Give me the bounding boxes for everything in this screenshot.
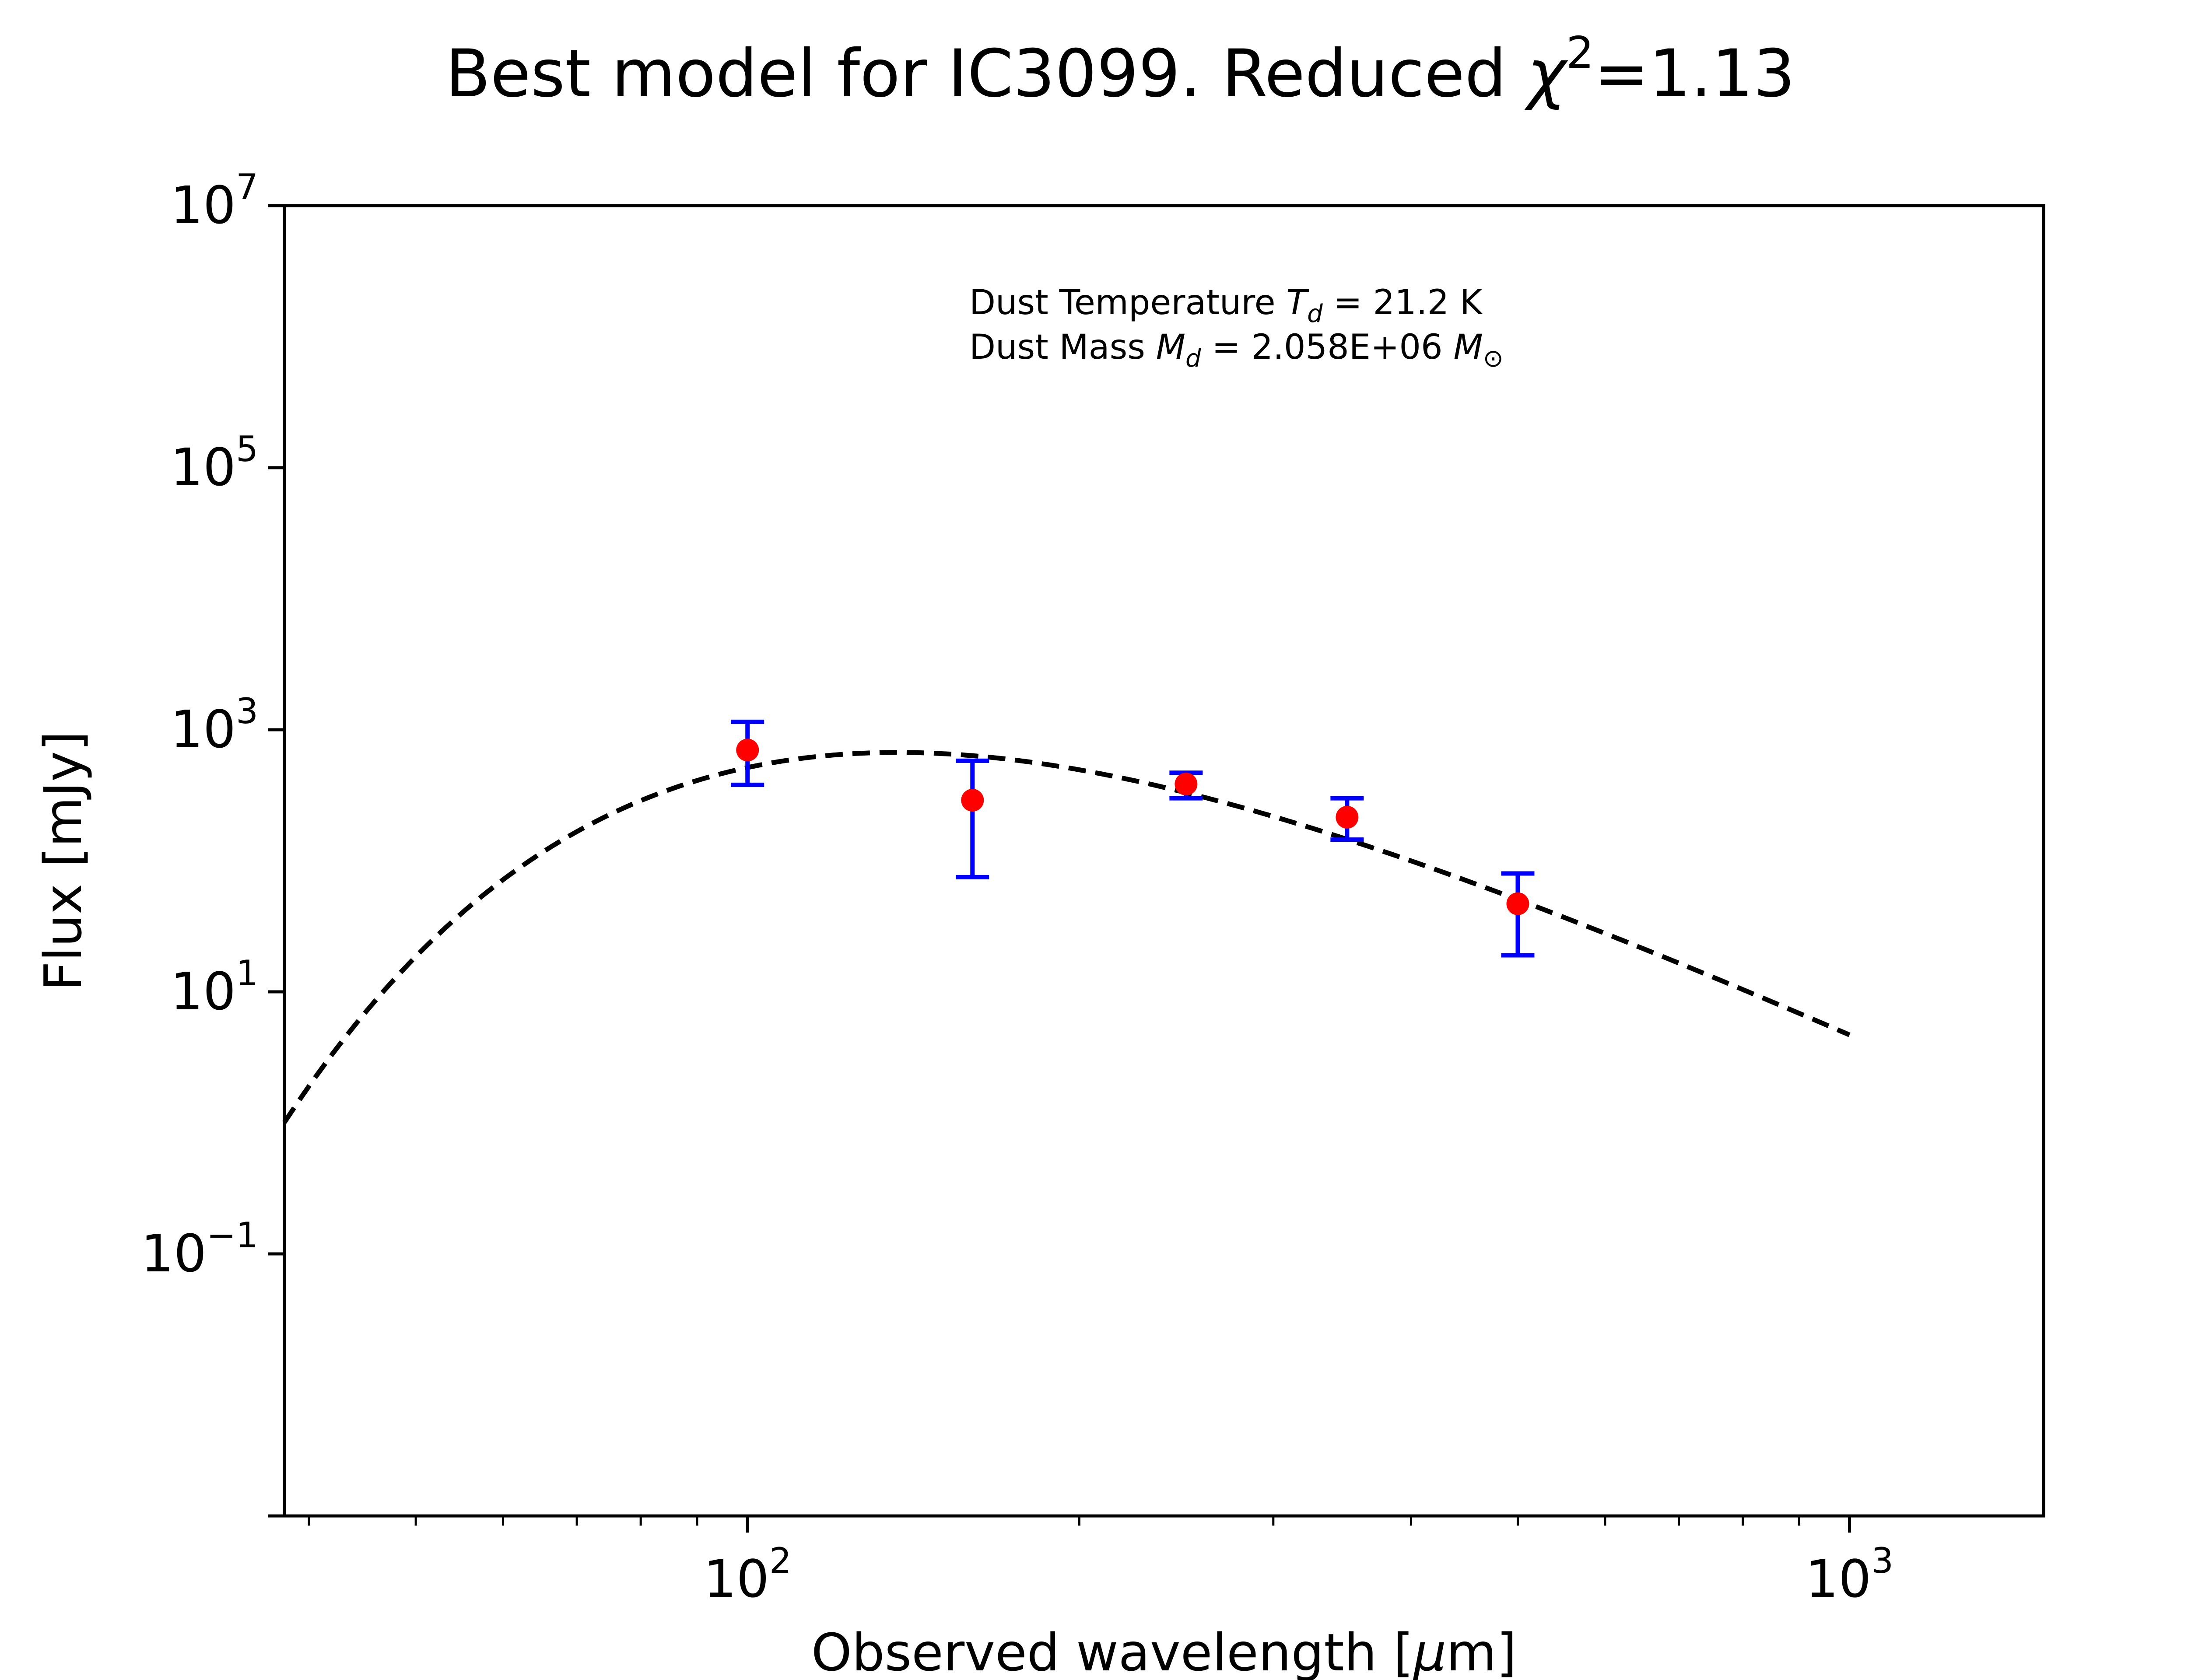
data-point xyxy=(961,789,984,812)
y-tick-label: 10−1 xyxy=(141,1215,258,1284)
x-tick-label: 102 xyxy=(704,1540,792,1609)
data-point-layer xyxy=(736,738,1529,915)
title-chi: χ xyxy=(1524,36,1568,112)
title-prefix: Best model for IC3099. Reduced xyxy=(445,36,1527,112)
data-point xyxy=(1336,805,1359,829)
data-point xyxy=(736,738,759,762)
x-tick-label: 103 xyxy=(1806,1540,1893,1609)
tick-layer: 102 103 107 105 103 101 10−1 xyxy=(141,167,1893,1609)
title-suffix: =1.13 xyxy=(1594,36,1795,112)
annotation-mass: Dust Mass Md = 2.058E+06 M⊙ xyxy=(969,328,1504,373)
plot-frame xyxy=(283,204,2045,1518)
x-axis-label: Observed wavelength [μm] xyxy=(811,1622,1517,1680)
y-axis-label: Flux [mJy] xyxy=(33,731,93,991)
title-chi-exp: 2 xyxy=(1566,27,1594,78)
y-tick-label: 107 xyxy=(170,167,258,235)
y-tick-label: 101 xyxy=(170,953,258,1022)
y-tick-label: 105 xyxy=(170,429,258,497)
annotation-temperature: Dust Temperature Td = 21.2 K xyxy=(969,283,1483,328)
model-curve xyxy=(282,750,1851,1124)
y-tick-label: 103 xyxy=(170,691,258,760)
data-point xyxy=(1175,773,1198,796)
data-point xyxy=(1506,892,1529,915)
model-curve-layer xyxy=(282,750,1851,1124)
chart-title: Best model for IC3099. Reduced χ2=1.13 xyxy=(445,27,1795,112)
plot-area xyxy=(284,206,2044,1516)
